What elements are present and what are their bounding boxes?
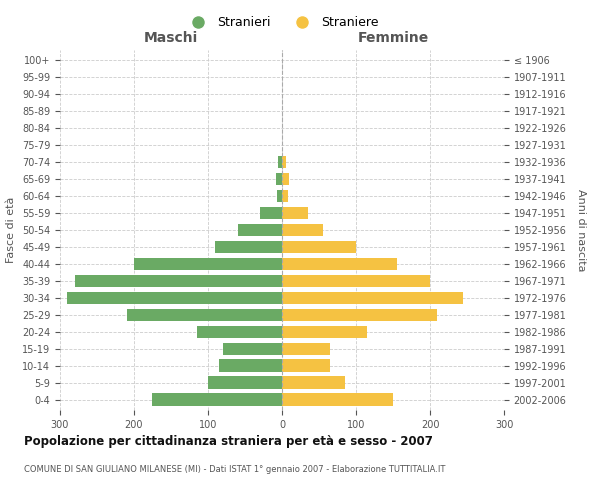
Bar	[277, 190, 282, 202]
Bar	[134, 258, 282, 270]
Bar	[208, 376, 282, 389]
Bar	[282, 206, 308, 220]
Text: Femmine: Femmine	[358, 31, 428, 45]
Text: Maschi: Maschi	[144, 31, 198, 45]
Bar	[282, 394, 393, 406]
Y-axis label: Anni di nascita: Anni di nascita	[576, 188, 586, 271]
Bar	[260, 206, 282, 220]
Bar	[67, 292, 282, 304]
Bar	[282, 360, 330, 372]
Bar	[219, 360, 282, 372]
Bar	[278, 156, 282, 168]
Bar	[282, 190, 288, 202]
Bar	[238, 224, 282, 236]
Bar	[282, 376, 345, 389]
Legend: Stranieri, Straniere: Stranieri, Straniere	[181, 11, 383, 34]
Bar	[75, 274, 282, 287]
Bar	[282, 172, 289, 186]
Bar	[282, 292, 463, 304]
Bar	[282, 258, 397, 270]
Text: COMUNE DI SAN GIULIANO MILANESE (MI) - Dati ISTAT 1° gennaio 2007 - Elaborazione: COMUNE DI SAN GIULIANO MILANESE (MI) - D…	[24, 465, 445, 474]
Bar	[127, 308, 282, 322]
Bar	[152, 394, 282, 406]
Bar	[282, 156, 286, 168]
Bar	[215, 240, 282, 254]
Bar	[223, 342, 282, 355]
Text: Popolazione per cittadinanza straniera per età e sesso - 2007: Popolazione per cittadinanza straniera p…	[24, 435, 433, 448]
Bar	[282, 342, 330, 355]
Y-axis label: Fasce di età: Fasce di età	[7, 197, 16, 263]
Bar	[282, 240, 356, 254]
Bar	[282, 308, 437, 322]
Bar	[282, 326, 367, 338]
Bar	[197, 326, 282, 338]
Bar	[282, 224, 323, 236]
Bar	[282, 274, 430, 287]
Bar	[276, 172, 282, 186]
